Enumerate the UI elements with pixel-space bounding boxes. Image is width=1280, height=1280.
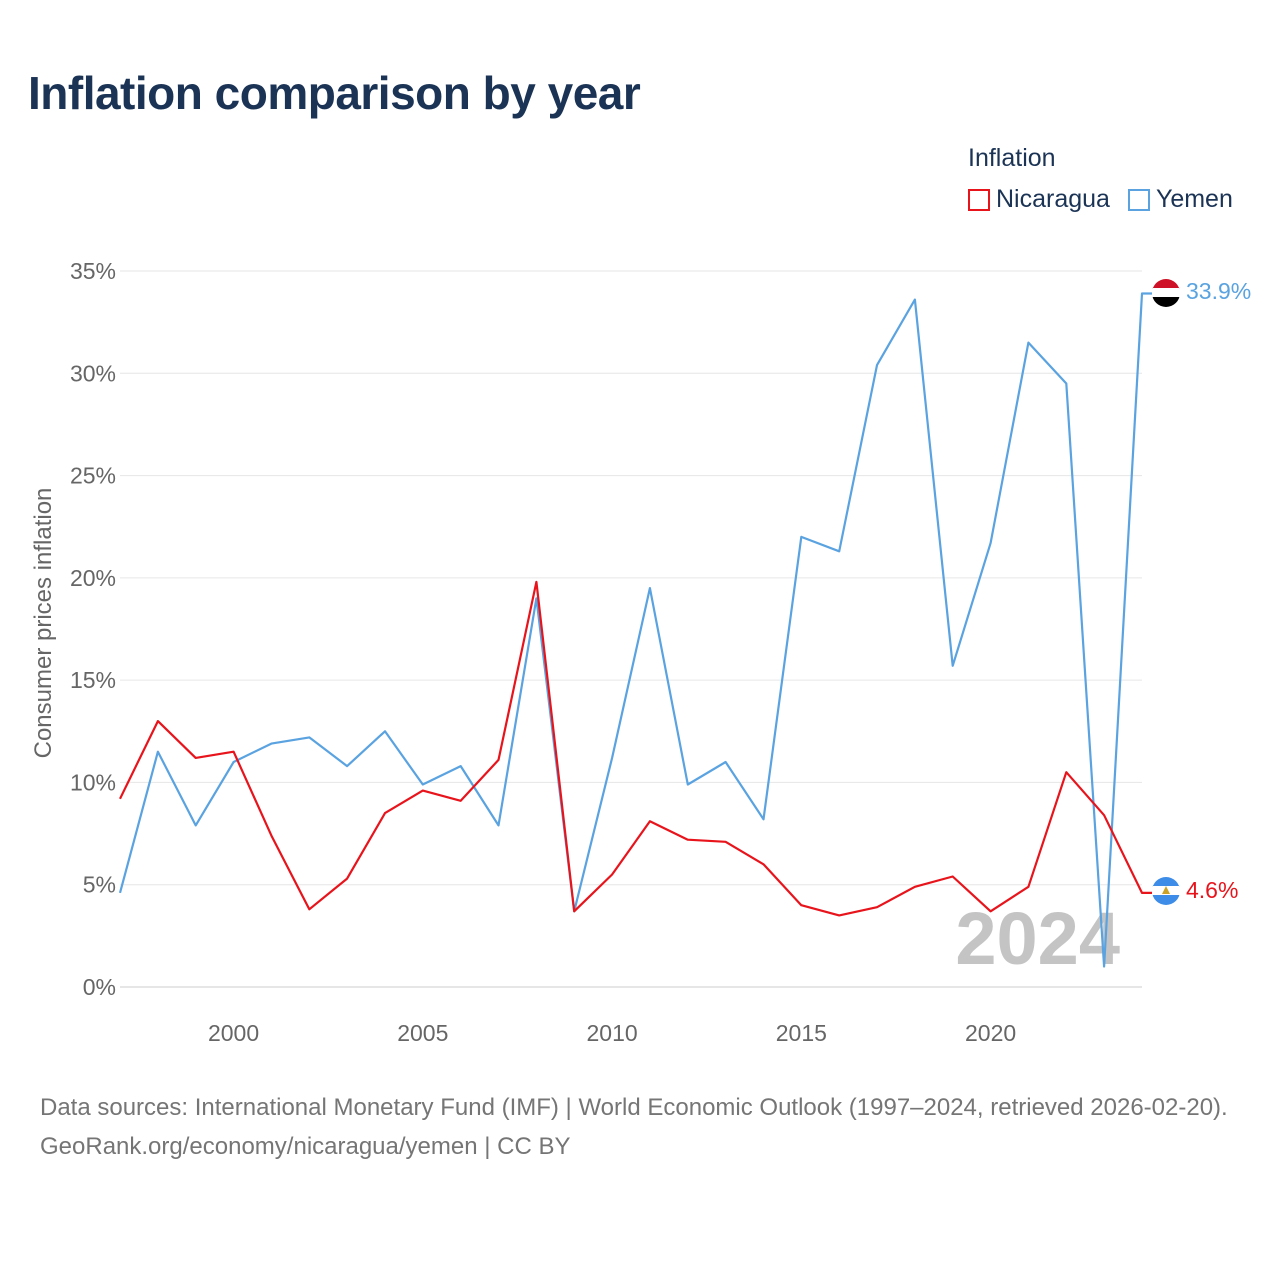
legend: Nicaragua Yemen xyxy=(968,185,1233,214)
x-tick-label: 2000 xyxy=(208,1020,259,1046)
y-tick-label: 20% xyxy=(70,565,116,591)
y-tick-label: 10% xyxy=(70,769,116,795)
yemen-end-label: 33.9% xyxy=(1186,278,1251,304)
footer: Data sources: International Monetary Fun… xyxy=(40,1088,1250,1166)
y-tick-label: 25% xyxy=(70,463,116,489)
legend-label-yemen: Yemen xyxy=(1155,185,1233,213)
page-title: Inflation comparison by year xyxy=(28,67,641,119)
series-line-nicaragua xyxy=(119,580,1152,917)
series-lines xyxy=(118,292,1152,968)
y-axis: 0% 5% 10% 15% 20% 25% 30% 35% xyxy=(70,258,116,1000)
x-tick-label: 2005 xyxy=(397,1020,448,1046)
legend-item-yemen[interactable]: Yemen xyxy=(1127,185,1233,214)
legend-label-nicaragua: Nicaragua xyxy=(996,185,1110,213)
data-sources: Data sources: International Monetary Fun… xyxy=(40,1094,1228,1121)
nicaragua-end-label: 4.6% xyxy=(1186,877,1238,903)
legend-title: Inflation xyxy=(968,144,1056,172)
y-tick-label: 35% xyxy=(70,258,116,284)
x-axis: 2000 2005 2010 2015 2020 xyxy=(208,1020,1016,1046)
y-axis-label: Consumer prices inflation xyxy=(30,488,57,759)
nicaragua-flag-icon xyxy=(1152,877,1180,905)
x-tick-label: 2010 xyxy=(586,1020,637,1046)
grid-lines xyxy=(120,270,1142,988)
x-tick-label: 2020 xyxy=(965,1020,1016,1046)
credit-link[interactable]: GeoRank.org/economy/nicaragua/yemen | CC… xyxy=(40,1133,571,1160)
y-tick-label: 30% xyxy=(70,360,116,386)
yemen-flag-icon xyxy=(1152,279,1180,307)
y-tick-label: 5% xyxy=(83,872,116,898)
series-line-yemen xyxy=(118,292,1152,968)
y-tick-label: 15% xyxy=(70,667,116,693)
legend-swatch-nicaragua xyxy=(968,188,990,211)
x-tick-label: 2015 xyxy=(776,1020,827,1046)
legend-swatch-yemen xyxy=(1127,188,1150,211)
year-watermark: 2024 xyxy=(955,897,1120,980)
legend-item-nicaragua[interactable]: Nicaragua xyxy=(968,185,1110,214)
y-tick-label: 0% xyxy=(83,974,116,1000)
